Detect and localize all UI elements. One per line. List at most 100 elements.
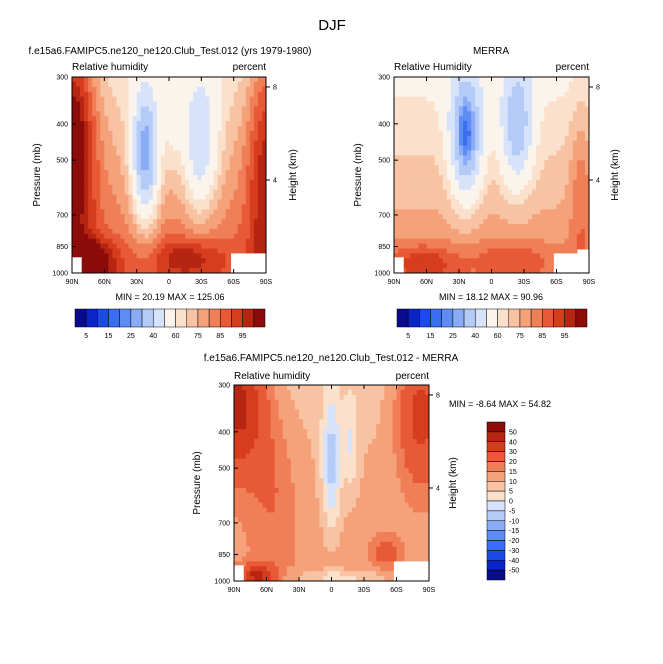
heatmap-cell xyxy=(249,243,255,249)
heatmap-cell xyxy=(221,268,226,274)
heatmap-cell xyxy=(446,130,452,137)
heatmap-cell xyxy=(112,130,117,137)
heatmap-cell xyxy=(80,145,85,151)
heatmap-cell xyxy=(519,238,525,244)
heatmap-cell xyxy=(88,135,93,142)
heatmap-cell xyxy=(564,204,570,210)
heatmap-cell xyxy=(552,96,557,102)
heatmap-cell xyxy=(72,130,77,137)
heatmap-cell xyxy=(250,429,255,435)
heatmap-cell xyxy=(406,165,411,171)
heatmap-cell xyxy=(96,258,101,264)
heatmap-cell xyxy=(128,233,134,240)
heatmap-cell xyxy=(454,140,460,146)
heatmap-cell xyxy=(572,160,578,166)
heatmap-cell xyxy=(254,404,259,410)
heatmap-cell xyxy=(254,468,259,474)
heatmap-cell xyxy=(112,170,117,176)
heatmap-cell xyxy=(392,463,397,469)
colorbar-label: 40 xyxy=(149,333,157,340)
heatmap-cell xyxy=(524,219,529,225)
heatmap-cell xyxy=(406,77,411,83)
heatmap-cell xyxy=(355,399,361,405)
heatmap-cell xyxy=(536,91,541,97)
heatmap-cell xyxy=(463,214,468,220)
heatmap-cell xyxy=(116,150,121,156)
heatmap-cell xyxy=(430,238,436,244)
heatmap-cell xyxy=(128,204,134,210)
heatmap-cell xyxy=(152,209,158,215)
heatmap-cell xyxy=(572,224,578,230)
heatmap-cell xyxy=(491,130,496,137)
heatmap-cell xyxy=(343,394,349,401)
heatmap-cell xyxy=(229,165,235,171)
heatmap-cell xyxy=(140,199,146,205)
heatmap-cell xyxy=(164,165,170,171)
heatmap-cell xyxy=(471,253,476,259)
heatmap-cell xyxy=(454,145,460,151)
heatmap-cell xyxy=(507,189,513,195)
heatmap-cell xyxy=(467,204,472,210)
heatmap-cell xyxy=(580,214,586,220)
heatmap-cell xyxy=(532,268,537,274)
heatmap-cell xyxy=(173,204,178,210)
heatmap-cell xyxy=(398,170,403,176)
heatmap-cell xyxy=(245,101,251,107)
heatmap-cell xyxy=(454,204,460,210)
heatmap-cell xyxy=(532,116,537,122)
heatmap-cell xyxy=(209,170,214,176)
heatmap-cell xyxy=(282,385,288,391)
heatmap-cell xyxy=(376,394,381,401)
heatmap-cell xyxy=(339,419,345,425)
heatmap-cell xyxy=(459,199,464,205)
heatmap-cell xyxy=(144,258,150,264)
heatmap-cell xyxy=(400,404,406,410)
heatmap-cell xyxy=(209,238,214,244)
heatmap-cell xyxy=(572,243,578,249)
heatmap-cell xyxy=(359,385,365,391)
heatmap-cell xyxy=(229,150,235,156)
heatmap-cell xyxy=(503,268,509,274)
heatmap-cell xyxy=(384,404,389,410)
heatmap-cell xyxy=(303,483,308,489)
heatmap-cell xyxy=(438,233,444,240)
heatmap-cell xyxy=(503,224,509,230)
heatmap-cell xyxy=(257,194,263,200)
heatmap-cell xyxy=(404,458,410,464)
heatmap-cell xyxy=(205,253,210,259)
heatmap-cell xyxy=(408,404,414,410)
heatmap-cell xyxy=(104,81,109,88)
heatmap-cell xyxy=(233,209,239,215)
heatmap-cell xyxy=(467,165,472,171)
heatmap-cell xyxy=(193,263,198,269)
heatmap-cell xyxy=(116,91,121,97)
heatmap-cell xyxy=(446,209,452,215)
heatmap-cell xyxy=(424,458,430,464)
heatmap-cell xyxy=(408,468,414,474)
heatmap-cell xyxy=(463,140,468,146)
heatmap-cell xyxy=(487,130,492,137)
heatmap-cell xyxy=(380,409,385,415)
heatmap-cell xyxy=(80,248,85,254)
heatmap-cell xyxy=(576,228,582,235)
heatmap-cell xyxy=(479,184,484,191)
heatmap-cell xyxy=(388,424,393,430)
heatmap-cell xyxy=(84,121,89,127)
heatmap-cell xyxy=(430,263,436,269)
heatmap-cell xyxy=(299,463,304,469)
heatmap-cell xyxy=(197,145,202,151)
heatmap-cell xyxy=(225,96,231,102)
heatmap-cell xyxy=(418,194,423,200)
heatmap-cell xyxy=(253,86,259,93)
heatmap-cell xyxy=(189,126,194,132)
heatmap-cell xyxy=(524,233,529,240)
heatmap-cell xyxy=(181,111,186,117)
heatmap-cell xyxy=(544,116,549,122)
heatmap-cell xyxy=(189,258,194,264)
heatmap-cell xyxy=(487,160,492,166)
heatmap-cell xyxy=(246,458,251,464)
heatmap-cell xyxy=(507,77,513,83)
heatmap-cell xyxy=(189,253,194,259)
heatmap-cell xyxy=(416,419,422,425)
heatmap-cell xyxy=(327,429,332,435)
